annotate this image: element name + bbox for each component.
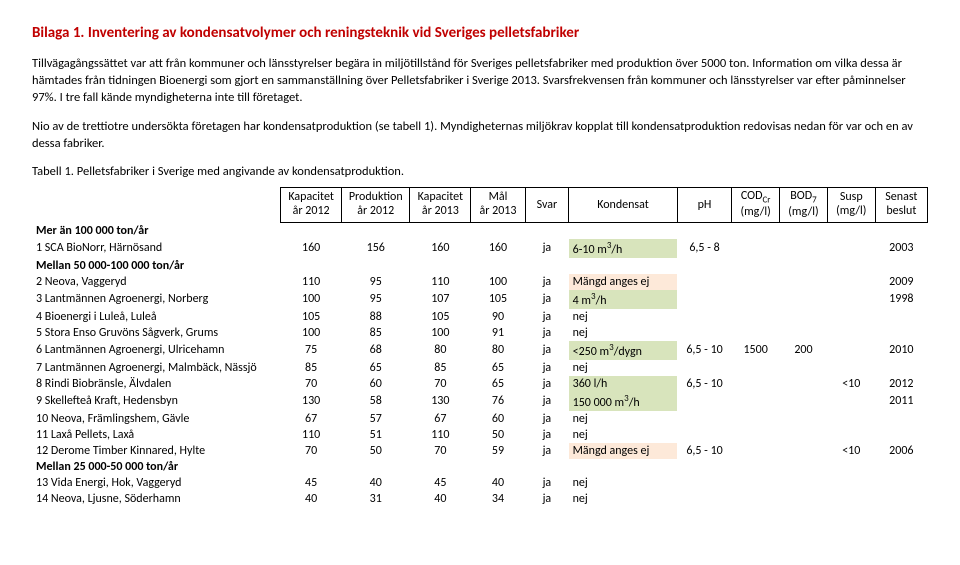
table-row: 3 Lantmännen Agroenergi, Norberg10095107…: [32, 290, 928, 309]
page-title: Bilaga 1. Inventering av kondensatvolyme…: [32, 24, 928, 42]
table-row: 4 Bioenergi i Luleå, Luleå1058810590jane…: [32, 309, 928, 325]
col-cod: CODCr(mg/l): [732, 188, 780, 223]
table-header-row: Kapacitetår 2012 Produktionår 2012 Kapac…: [32, 188, 928, 223]
col-senast: Senastbeslut: [875, 188, 927, 223]
table-caption: Tabell 1. Pelletsfabriker i Sverige med …: [32, 164, 928, 181]
col-ph: pH: [677, 188, 731, 223]
table-row: 14 Neova, Ljusne, Söderhamn40314034janej: [32, 491, 928, 507]
table-row: 5 Stora Enso Gruvöns Sågverk, Grums10085…: [32, 325, 928, 341]
table-row: 7 Lantmännen Agroenergi, Malmbäck, Nässj…: [32, 360, 928, 376]
table-body: Mer än 100 000 ton/år1 SCA BioNorr, Härn…: [32, 222, 928, 507]
col-mal13: Målår 2013: [471, 188, 525, 223]
table-row: 10 Neova, Främlingshem, Gävle67576760jan…: [32, 411, 928, 427]
col-produktion12: Produktionår 2012: [342, 188, 410, 223]
col-svar: Svar: [525, 188, 568, 223]
table-row: 11 Laxå Pellets, Laxå1105111050janej: [32, 427, 928, 443]
paragraph-2: Nio av de trettiotre undersökta företage…: [32, 119, 928, 153]
col-kapacitet12: Kapacitetår 2012: [281, 188, 342, 223]
table-row: 9 Skellefteå Kraft, Hedensbyn1305813076j…: [32, 392, 928, 411]
pellets-table: Kapacitetår 2012 Produktionår 2012 Kapac…: [32, 187, 928, 507]
col-kondensat: Kondensat: [569, 188, 678, 223]
table-row: 8 Rindi Biobränsle, Älvdalen70607065ja36…: [32, 376, 928, 392]
table-row: 12 Derome Timber Kinnared, Hylte70507059…: [32, 443, 928, 459]
col-kapacitet13: Kapacitetår 2013: [410, 188, 471, 223]
section-row: Mellan 50 000-100 000 ton/år: [32, 258, 928, 274]
table-row: 13 Vida Energi, Hok, Vaggeryd45404540jan…: [32, 475, 928, 491]
paragraph-1: Tillvägagångssättet var att från kommune…: [32, 56, 928, 107]
table-row: 6 Lantmännen Agroenergi, Ulricehamn75688…: [32, 341, 928, 360]
table-row: 2 Neova, Vaggeryd11095110100jaMängd ange…: [32, 274, 928, 290]
section-row: Mellan 25 000-50 000 ton/år: [32, 459, 928, 475]
section-row: Mer än 100 000 ton/år: [32, 222, 928, 239]
table-row: 1 SCA BioNorr, Härnösand160156160160ja6-…: [32, 239, 928, 258]
col-susp: Susp(mg/l): [827, 188, 875, 223]
col-bod: BOD7(mg/l): [780, 188, 828, 223]
